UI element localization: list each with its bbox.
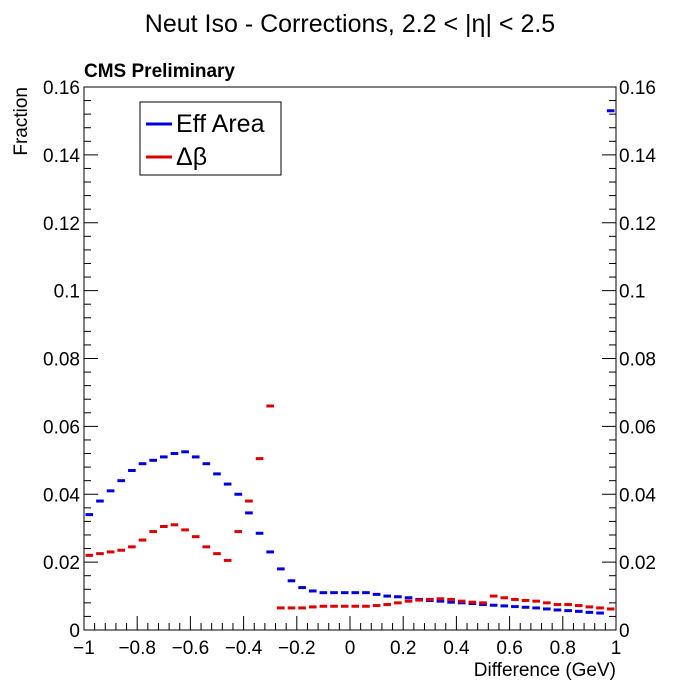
y-axis-ticks: 0 0 0.02 0.02 0.04 0.04 0.06 0.06 0.08 0.08 0.1 0.1…	[43, 78, 656, 642]
x-tick-label: 0.4	[443, 638, 470, 659]
legend-label-delta-beta: Δβ	[176, 143, 207, 171]
x-tick-label: 0.6	[496, 638, 522, 659]
series-delta-beta	[85, 404, 615, 611]
y-tick-label-right: 0.16	[619, 78, 656, 99]
x-axis-ticks: −1 −0.8 −0.6 −0.4 −0.2 0 0.2 0.4 0.6 0.8 1	[73, 616, 621, 659]
y-tick-label-left: 0.08	[43, 350, 80, 371]
cms-preliminary-label: CMS Preliminary	[84, 61, 235, 82]
y-tick-label-right: 0.06	[619, 417, 656, 438]
y-tick-label-left: 0	[69, 621, 80, 642]
y-tick-label-right: 0.08	[619, 350, 656, 371]
y-tick-label-left: 0.1	[54, 282, 80, 303]
x-tick-label: −0.4	[225, 638, 263, 659]
x-tick-label: −1	[73, 638, 95, 659]
y-tick-label-left: 0.12	[43, 214, 80, 235]
y-tick-label-right: 0.04	[619, 485, 656, 506]
y-tick-label-right: 0.1	[619, 282, 645, 303]
x-tick-label: 0.2	[390, 638, 416, 659]
x-tick-label: −0.8	[118, 638, 156, 659]
x-tick-label: −0.2	[278, 638, 316, 659]
x-tick-label: 0	[345, 638, 356, 659]
legend: Eff Area Δβ	[139, 101, 282, 176]
y-tick-label-right: 0.14	[619, 146, 656, 167]
x-tick-label: −0.6	[172, 638, 210, 659]
chart-title: Neut Iso - Corrections, 2.2 < |η| < 2.5	[145, 10, 555, 38]
x-axis-label: Difference (GeV)	[474, 660, 616, 681]
legend-label-eff-area: Eff Area	[176, 110, 265, 138]
y-tick-label-right: 0.02	[619, 553, 656, 574]
y-tick-label-left: 0.06	[43, 417, 80, 438]
y-tick-label-left: 0.02	[43, 553, 80, 574]
y-axis-label: Fraction	[11, 87, 32, 156]
series-eff-area	[85, 109, 615, 615]
y-tick-label-left: 0.16	[43, 78, 80, 99]
y-tick-label-right: 0	[619, 621, 630, 642]
series-layer	[85, 109, 615, 615]
y-tick-label-left: 0.14	[43, 146, 80, 167]
legend-box	[139, 101, 282, 176]
y-tick-label-left: 0.04	[43, 485, 80, 506]
x-tick-label: 0.8	[550, 638, 576, 659]
y-tick-label-right: 0.12	[619, 214, 656, 235]
x-tick-label: 1	[611, 638, 622, 659]
